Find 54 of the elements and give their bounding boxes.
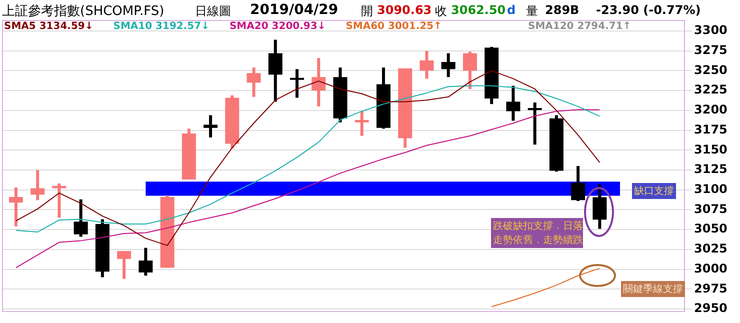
y-tick-label: 3100: [694, 182, 728, 196]
text: SMA10 3192.57↓: [113, 21, 210, 32]
text: SMA20 3200.93↓: [229, 21, 326, 32]
text: 3090.63: [377, 3, 432, 17]
annotation: 走勢依舊．走勢續跌: [491, 232, 583, 248]
candlestick: [290, 69, 304, 98]
y-tick-label: 3300: [694, 23, 728, 38]
y-tick-label: 3125: [694, 162, 728, 176]
y-tick-label: 3050: [694, 222, 728, 236]
y-tick-label: 3275: [694, 42, 728, 57]
text: 3062.50: [451, 3, 506, 17]
band-label: 缺口支撐: [632, 183, 676, 199]
y-tick-label: 3150: [694, 142, 728, 156]
text: 關鍵季線支撐: [621, 281, 685, 297]
y-tick-label: 2975: [694, 281, 728, 296]
candlestick: [204, 115, 218, 138]
text: SMA60 3001.25↑: [346, 21, 442, 32]
y-tick-label: 3250: [694, 62, 728, 77]
y-tick-label: 3175: [694, 122, 728, 136]
text: SMA5 3134.59↓: [4, 21, 94, 32]
candlestick: [30, 170, 45, 200]
text: 收: [435, 3, 447, 20]
candlestick: [138, 248, 153, 276]
candlestick: [528, 102, 542, 145]
y-tick-label: 3200: [694, 102, 728, 117]
candlestick: [246, 68, 261, 97]
candlestick: [268, 40, 282, 102]
candlestick: [571, 166, 586, 201]
candlestick: [52, 184, 66, 218]
candlestick: [506, 86, 520, 121]
y-tick-label: 3075: [694, 202, 728, 216]
chart-title: 上証參考指數(SHCOMP.FS): [2, 3, 164, 20]
candlestick: [74, 199, 88, 237]
y-tick-label: 3000: [694, 261, 728, 276]
candlestick: [312, 58, 326, 106]
annotation: 跌破缺扣支撐．日落: [491, 218, 583, 234]
candlestick: [117, 251, 132, 279]
candlestick: [441, 53, 456, 78]
y-tick-label: 2950: [694, 301, 728, 316]
candlestick: [354, 111, 369, 136]
text: 開: [361, 3, 373, 20]
text: d: [507, 3, 516, 17]
text: 量: [526, 3, 538, 20]
candlestick: [8, 187, 23, 226]
y-tick-label: 3225: [694, 82, 728, 97]
text: -23.90 (-0.77%): [596, 3, 701, 17]
candlestick: [462, 52, 477, 89]
candlestick: [592, 184, 607, 229]
text: 289B: [545, 3, 580, 17]
chart-subtitle: 日線圖: [195, 3, 231, 20]
candlestick: [420, 50, 434, 79]
text: 2019/04/29: [250, 2, 338, 18]
y-tick-label: 3025: [694, 242, 728, 256]
annotation: SMA120 2794.71↑: [528, 21, 632, 32]
